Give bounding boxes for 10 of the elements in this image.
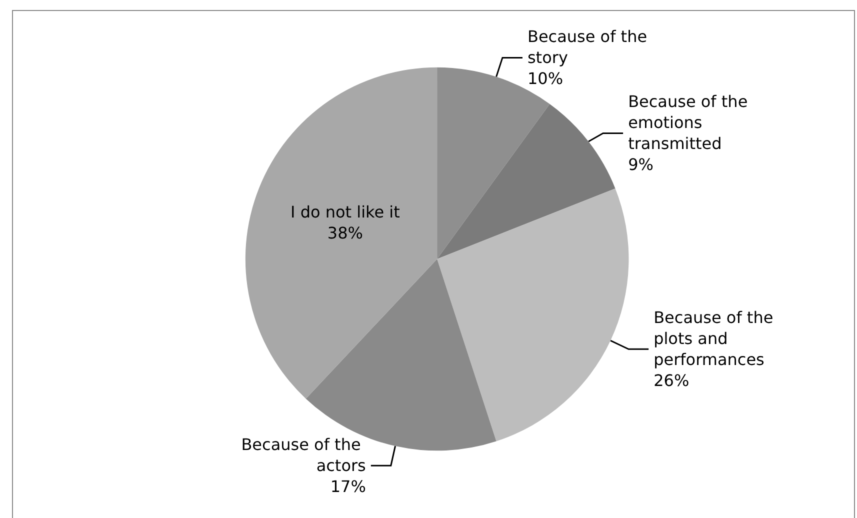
slice-label: Because of the emotions transmitted	[628, 92, 753, 154]
data-label: 26%	[654, 371, 690, 390]
slice-label: Because of the story	[527, 27, 652, 68]
slice-label: Because of the actors	[241, 435, 366, 476]
data-label: 10%	[527, 69, 564, 88]
slice-label: I do not like it	[290, 202, 400, 222]
data-label: 38%	[327, 224, 363, 243]
slice-label: Because of the plots and performances	[654, 308, 778, 370]
data-label: 17%	[330, 477, 366, 496]
data-label: 9%	[628, 155, 654, 174]
